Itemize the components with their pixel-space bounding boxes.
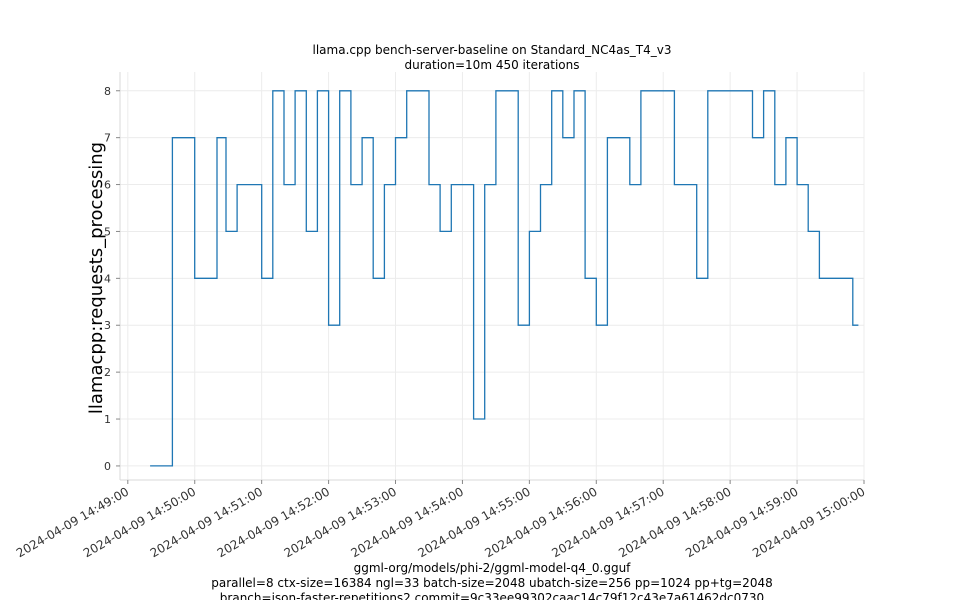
x-tick-label: 2024-04-09 14:52:00 xyxy=(215,484,332,560)
y-axis-ticks: 0 1 2 3 4 5 6 7 8 xyxy=(104,85,120,473)
y-tick-label: 4 xyxy=(104,272,111,285)
y-tick-label: 6 xyxy=(104,179,111,192)
x-tick-label: 2024-04-09 14:56:00 xyxy=(482,484,599,560)
y-tick-label: 0 xyxy=(104,460,111,473)
y-tick-label: 8 xyxy=(104,85,111,98)
y-tick-label: 3 xyxy=(104,319,111,332)
x-tick-label: 2024-04-09 14:54:00 xyxy=(349,484,466,560)
x-tick-label: 2024-04-09 14:59:00 xyxy=(683,484,800,560)
series-line-0 xyxy=(150,90,859,467)
x-tick-label: 2024-04-09 15:00:00 xyxy=(750,484,867,560)
x-tick-label: 2024-04-09 14:58:00 xyxy=(616,484,733,560)
y-tick-label: 1 xyxy=(104,413,111,426)
y-tick-label: 7 xyxy=(104,132,111,145)
x-tick-label: 2024-04-09 14:51:00 xyxy=(148,484,265,560)
y-tick-label: 5 xyxy=(104,225,111,238)
x-tick-label: 2024-04-09 14:50:00 xyxy=(81,484,198,560)
y-axis-label: llamacpp:requests_processing xyxy=(86,142,107,414)
footer-line-2: parallel=8 ctx-size=16384 ngl=33 batch-s… xyxy=(211,576,772,590)
chart-subtitle: duration=10m 450 iterations xyxy=(405,58,580,72)
x-tick-label: 2024-04-09 14:57:00 xyxy=(549,484,666,560)
x-tick-label: 2024-04-09 14:49:00 xyxy=(14,484,131,560)
x-tick-label: 2024-04-09 14:55:00 xyxy=(415,484,532,560)
chart-title: llama.cpp bench-server-baseline on Stand… xyxy=(313,43,672,57)
footer-line-3: branch=json-faster-repetitions2 commit=9… xyxy=(220,591,764,600)
y-tick-label: 2 xyxy=(104,366,111,379)
footer-line-1: ggml-org/models/phi-2/ggml-model-q4_0.gg… xyxy=(354,561,632,575)
series-group xyxy=(150,90,859,467)
axes xyxy=(119,72,864,481)
x-tick-label: 2024-04-09 14:53:00 xyxy=(282,484,399,560)
